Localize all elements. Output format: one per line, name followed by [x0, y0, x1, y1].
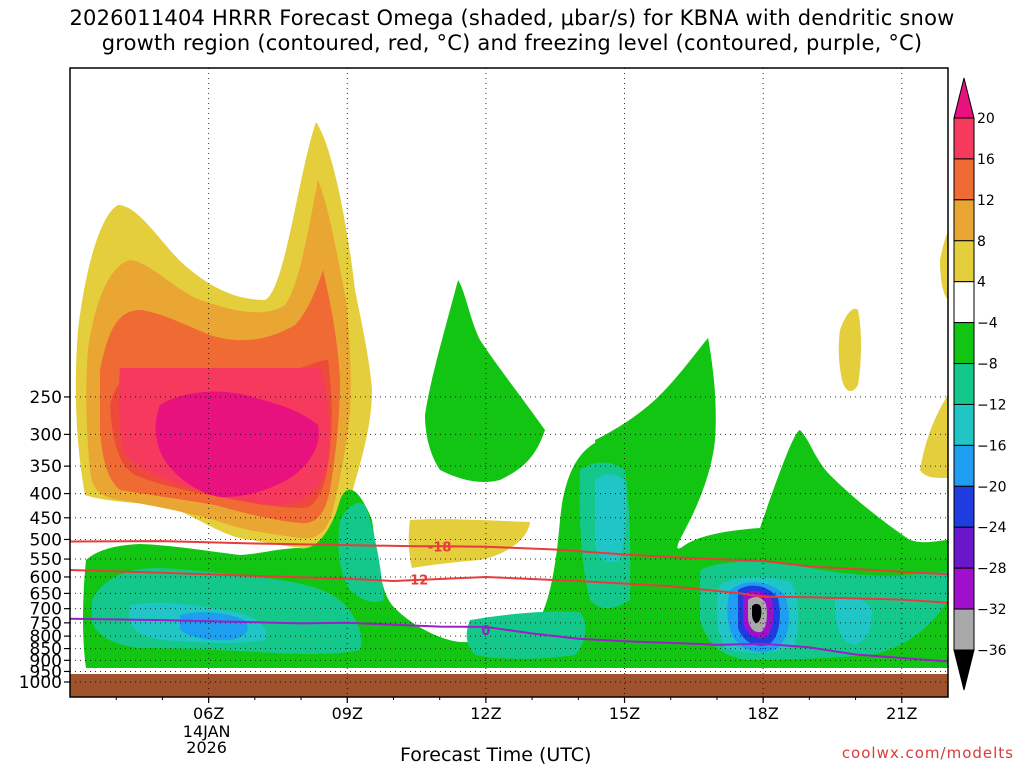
colorbar-band [953, 444, 975, 487]
x-tick-sublabel: 14JAN [183, 722, 231, 741]
colorbar-band [953, 403, 975, 446]
colorbar-band [953, 281, 975, 324]
colorbar-bottom-arrow [953, 649, 975, 691]
colorbar-label: −28 [977, 561, 1007, 577]
colorbar-band [953, 526, 975, 569]
shade-m16 [180, 612, 248, 641]
omega-shading [70, 122, 948, 697]
y-tick-label: 950 [30, 662, 62, 682]
shade-m4b [425, 280, 545, 482]
y-tick-label: 900 [30, 651, 62, 671]
contour-label: 0 [481, 624, 490, 639]
y-tick-label: 350 [30, 457, 62, 477]
x-tick-sublabel: 2026 [186, 738, 227, 757]
x-tick-label: 18Z [747, 704, 778, 723]
y-tick-label: 500 [30, 530, 62, 550]
contour-label: -12 [405, 573, 429, 588]
shade-m4c [595, 338, 715, 494]
ground [70, 674, 948, 697]
shade-4c [838, 308, 861, 392]
shade-4b [408, 519, 530, 568]
contour-label: -18 [428, 540, 452, 555]
shade-m12c [835, 597, 872, 645]
shade-m8e [466, 611, 586, 659]
shade-4e [940, 232, 948, 300]
y-tick-label: 750 [30, 614, 62, 634]
colorbar-label: 20 [977, 111, 995, 127]
colorbar-label: −8 [977, 357, 998, 373]
y-tick-label: 850 [30, 640, 62, 660]
y-tick-label: 400 [30, 485, 62, 505]
colorbar-label: 16 [977, 152, 995, 168]
y-tick-label: 300 [30, 425, 62, 445]
x-tick-label: 15Z [609, 704, 640, 723]
shade-m36 [752, 603, 762, 623]
plot-frame [69, 67, 949, 698]
colorbar-label: 8 [977, 234, 986, 250]
y-tick-label: 550 [30, 550, 62, 570]
credit-link[interactable]: coolwx.com/modelts [841, 744, 1014, 762]
colorbar-label: −32 [977, 602, 1007, 618]
x-tick-label: 21Z [886, 704, 917, 723]
colorbar-label: −4 [977, 316, 998, 332]
colorbar-band [953, 567, 975, 610]
colorbar-label: −12 [977, 397, 1007, 413]
colorbar-band [953, 608, 975, 651]
colorbar-band [953, 240, 975, 283]
colorbar-band [953, 485, 975, 528]
colorbar-band [953, 363, 975, 405]
y-tick-label: 600 [30, 568, 62, 588]
contour-line [69, 617, 949, 663]
y-tick-label: 800 [30, 627, 62, 647]
shade-core [155, 391, 319, 498]
x-tick-label: 09Z [332, 704, 363, 723]
colorbar: 20 16 12 8 4 −4 −8 −12 −16 −20 −24 −28 −32 −36 [953, 77, 1007, 691]
contours: -18 -12 0 [69, 540, 949, 663]
colorbar-label: 12 [977, 193, 995, 209]
x-tick-label: 06Z [193, 704, 224, 723]
colorbar-band [953, 117, 975, 160]
y-tick-label: 1000 [19, 673, 62, 693]
contour-line [69, 540, 949, 576]
y-tick-label: 650 [30, 584, 62, 604]
colorbar-label: −16 [977, 438, 1007, 454]
x-tick-label: 12Z [470, 704, 501, 723]
y-axis: 250 300 350 400 4505005506006507007508008509… [19, 388, 70, 693]
colorbar-band [953, 199, 975, 242]
chart-title: 2026011404 HRRR Forecast Omega (shaded, … [69, 6, 955, 55]
colorbar-label: −24 [977, 520, 1007, 536]
contour-line [69, 569, 949, 604]
colorbar-top-arrow [953, 77, 975, 119]
x-axis-label: Forecast Time (UTC) [400, 744, 592, 766]
shade-4d [920, 395, 948, 478]
y-tick-label: 250 [30, 388, 62, 408]
colorbar-band [953, 322, 975, 365]
colorbar-label: 4 [977, 275, 986, 291]
shade-m8b [338, 503, 384, 602]
colorbar-band [953, 158, 975, 201]
y-tick-label: 700 [30, 600, 62, 620]
y-tick-label: 450 [30, 509, 62, 529]
colorbar-label: −36 [977, 643, 1007, 659]
colorbar-label: −20 [977, 479, 1007, 495]
